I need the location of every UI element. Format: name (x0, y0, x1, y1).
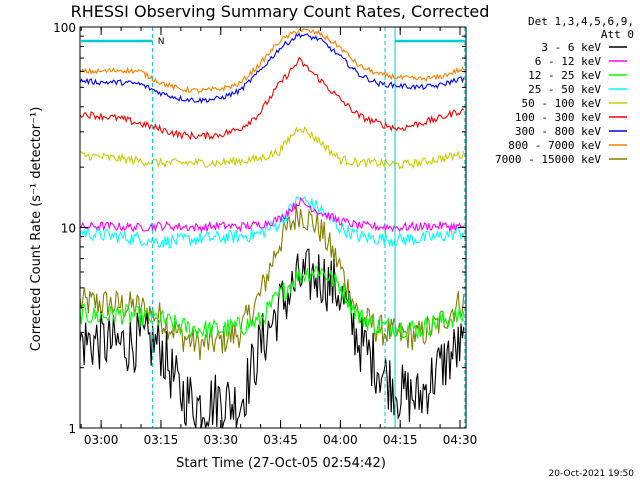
x-tick-label: 04:30 (443, 433, 478, 447)
series-line (79, 264, 465, 339)
axes-group: 1 10 100 03:00 03:15 03:30 03:45 04:00 04:15 04:3… (53, 21, 477, 447)
legend-label: 3 - 6 keV (541, 41, 601, 54)
series-line (79, 196, 465, 249)
legend-header: Att 0 (601, 28, 634, 41)
x-tick-label: 03:15 (144, 433, 179, 447)
legend-label: 6 - 12 keV (535, 55, 602, 68)
legend-label: 12 - 25 keV (528, 69, 601, 82)
legend-label: 800 - 7000 keV (508, 139, 601, 152)
markers-group: N (81, 27, 466, 428)
legend-header: Det 1,3,4,5,6,9, (528, 15, 634, 28)
series-line (79, 126, 465, 170)
series-line (79, 197, 465, 234)
night-marker-label: N (158, 37, 165, 47)
x-tick-label: 03:45 (263, 433, 298, 447)
x-tick-label: 03:00 (84, 433, 119, 447)
legend-label: 50 - 100 keV (522, 97, 602, 110)
series-line (79, 56, 465, 141)
x-tick-label: 04:00 (323, 433, 358, 447)
series-group (79, 28, 465, 429)
x-axis-label: Start Time (27-Oct-05 02:54:42) (176, 456, 386, 471)
legend-label: 7000 - 15000 keV (495, 153, 601, 166)
series-line (79, 203, 465, 361)
legend-label: 100 - 300 keV (515, 111, 601, 124)
y-tick-label: 100 (53, 21, 76, 35)
series-line (79, 28, 465, 94)
legend-label: 300 - 800 keV (515, 125, 601, 138)
y-tick-label: 10 (61, 222, 76, 236)
series-line (79, 32, 465, 105)
y-axis-label: Corrected Count Rate (s⁻¹ detector⁻¹) (29, 107, 44, 352)
generated-timestamp: 20-Oct-2021 19:50 (549, 469, 635, 479)
series-line (79, 248, 465, 429)
y-tick-label: 1 (68, 422, 76, 436)
chart-title: RHESSI Observing Summary Count Rates, Co… (71, 2, 490, 21)
x-tick-label: 04:15 (383, 433, 418, 447)
legend-label: 25 - 50 keV (528, 83, 601, 96)
x-tick-label: 03:30 (203, 433, 238, 447)
